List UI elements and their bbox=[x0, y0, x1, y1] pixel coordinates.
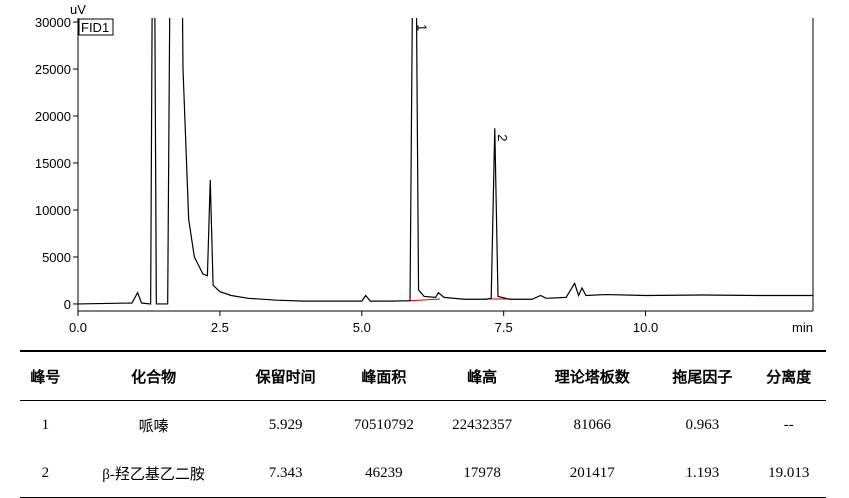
x-tick-label: 5.0 bbox=[353, 320, 371, 335]
results-table: 峰号 化合物 保留时间 峰面积 峰高 理论塔板数 拖尾因子 分离度 1 哌嗪 5.929 70510… bbox=[20, 350, 826, 498]
x-tick-label: 10.0 bbox=[633, 320, 658, 335]
table-cell: 46239 bbox=[334, 449, 433, 498]
table-cell: 70510792 bbox=[353, 416, 414, 433]
table-cell: 7.343 bbox=[236, 449, 335, 498]
header-cell: 理论塔板数 bbox=[531, 350, 654, 401]
peak-label: 1 bbox=[415, 24, 430, 31]
table-cell: 17978 bbox=[432, 449, 532, 498]
header-cell: 拖尾因子 bbox=[653, 350, 752, 401]
header-cell: 保留时间 bbox=[236, 350, 335, 401]
table-row: 2 β-羟乙基乙二胺 7.343 46239 17978 201417 1.193 19.01… bbox=[20, 449, 826, 498]
integration-baseline bbox=[405, 298, 441, 302]
table-cell: 201417 bbox=[531, 449, 654, 498]
table-cell: 5.929 bbox=[268, 416, 303, 433]
y-tick-label: 20000 bbox=[35, 109, 71, 124]
trace bbox=[78, 18, 813, 305]
y-tick-label: 5000 bbox=[42, 250, 71, 265]
x-tick-label: 2.5 bbox=[211, 320, 229, 335]
table-cell: 1.193 bbox=[653, 449, 752, 498]
table-cell: β-羟乙基乙二胺 bbox=[70, 449, 237, 498]
header-cell: 分离度 bbox=[751, 350, 826, 401]
x-axis-label: min bbox=[792, 320, 813, 335]
y-tick-label: 10000 bbox=[35, 203, 71, 218]
header-cell: 化合物 bbox=[70, 350, 237, 401]
legend-box bbox=[78, 18, 114, 36]
table-row: 1 哌嗪 5.929 70510792 22432357 81066 0.963 -- bbox=[20, 401, 826, 450]
y-tick-label: 0 bbox=[64, 297, 71, 312]
table-cell: 哌嗪 bbox=[138, 418, 169, 435]
y-tick-label: 15000 bbox=[35, 156, 71, 171]
table-body: 1 哌嗪 5.929 70510792 22432357 81066 0.963 -- 2 β-羟… bbox=[20, 401, 826, 498]
table-cell: 19.013 bbox=[751, 449, 826, 498]
peak-label: 2 bbox=[495, 134, 510, 141]
header-cell: 峰面积 bbox=[334, 350, 433, 401]
table-cell: 0.963 bbox=[685, 416, 720, 433]
plot-area bbox=[78, 18, 813, 305]
table-cell: 81066 bbox=[573, 416, 611, 433]
table-cell: 22432357 bbox=[452, 416, 513, 433]
y-axis-label: uV bbox=[70, 2, 86, 17]
table-cell: 1 bbox=[41, 416, 50, 433]
header-cell: 峰号 bbox=[20, 350, 71, 401]
legend-label: FID1 bbox=[81, 20, 109, 35]
y-tick-label: 30000 bbox=[35, 15, 71, 30]
table-cell: 2 bbox=[20, 449, 71, 498]
y-tick-label: 25000 bbox=[35, 62, 71, 77]
table-cell: -- bbox=[783, 416, 794, 433]
chart: uV FID1 min 0 5000 10000 15000 20000 25000 300… bbox=[35, 2, 814, 335]
header-cell: 峰高 bbox=[432, 350, 532, 401]
x-tick-label: 7.5 bbox=[495, 320, 513, 335]
header-row: 峰号 化合物 保留时间 峰面积 峰高 理论塔板数 拖尾因子 分离度 bbox=[20, 350, 826, 401]
x-tick-label: 0.0 bbox=[69, 320, 87, 335]
